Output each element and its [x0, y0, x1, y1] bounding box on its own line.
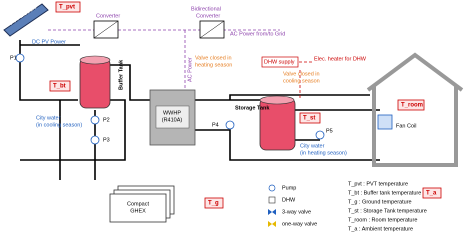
pipe — [19, 40, 380, 180]
house — [366, 52, 464, 167]
city-water: City water — [300, 143, 325, 149]
elec-heater: Elec. heater for DHW — [314, 56, 367, 62]
wwhp-label: WWHP — [163, 110, 181, 116]
wwhp-label: (R410A) — [162, 117, 183, 123]
legend-def: T_pvt : PVT temperature — [348, 181, 408, 187]
t-bt: T_bt — [53, 84, 66, 90]
fan-coil-label: Fan Coil — [396, 123, 416, 129]
t-box — [299, 112, 321, 124]
dhw-box — [261, 56, 299, 68]
t-a: T_a — [426, 191, 437, 197]
t-room: T_room — [401, 103, 423, 109]
legend-def: T_g : Ground temperature — [348, 199, 412, 205]
storage-label: Storage Tank — [235, 105, 270, 111]
city-water: (in heating season) — [300, 150, 347, 156]
valve-note: Valve closed in — [283, 71, 320, 77]
pvt-panel — [3, 3, 49, 37]
legend-item: DHW — [282, 197, 296, 203]
pumps — [15, 53, 325, 145]
t-box — [397, 99, 425, 111]
bi-label: Converter — [196, 13, 220, 19]
dhw-supply: DHW supply — [264, 59, 295, 65]
power-line — [48, 29, 280, 90]
t-g: T_g — [208, 201, 219, 207]
legend-item: one-way valve — [282, 221, 317, 227]
ac-power: AC Power — [187, 57, 193, 82]
legend-item: 3-way valve — [282, 209, 311, 215]
t-box — [55, 1, 81, 13]
buffer-tank — [79, 57, 111, 109]
legend-def: T_st : Storage Tank temperature — [348, 208, 427, 214]
t-box — [49, 80, 71, 92]
ghex-label: Compact — [127, 201, 149, 207]
city-water: (in cooling season) — [36, 122, 82, 128]
ghex — [109, 185, 175, 223]
t-st: T_st — [303, 116, 315, 122]
buffer-label: Buffer Tank — [118, 59, 124, 90]
pump-label: P5 — [326, 128, 333, 134]
pump-label: P3 — [103, 137, 110, 143]
valve-note: cooling season — [283, 78, 320, 84]
legend: Pump DHW 3-way valve one-way valve T_pvt… — [268, 181, 427, 232]
t-box — [422, 187, 442, 199]
dc-power: DC PV Power — [32, 39, 66, 45]
valve-note: Valve closed in — [195, 55, 232, 61]
bi-label: Bidirectional — [191, 6, 221, 12]
t-pvt: T_pvt — [59, 5, 75, 11]
valve-note: heating season — [195, 62, 232, 68]
ghex-label: GHEX — [130, 208, 146, 214]
legend-def: T_bt : Buffer tank temperature — [348, 190, 421, 196]
converter-label: Converter — [96, 13, 120, 19]
t-box — [204, 197, 224, 209]
city-water: City water — [36, 115, 61, 121]
legend-item: Pump — [282, 185, 296, 191]
pump-label: P1 — [10, 55, 17, 61]
legend-def: T_room : Room temperature — [348, 217, 417, 223]
legend-def: T_a : Ambient temperature — [348, 226, 413, 232]
pump-label: P4 — [212, 122, 219, 128]
ac-grid: AC Power from/to Grid — [230, 31, 285, 37]
fan-coil — [377, 114, 393, 130]
pump-label: P2 — [103, 117, 110, 123]
